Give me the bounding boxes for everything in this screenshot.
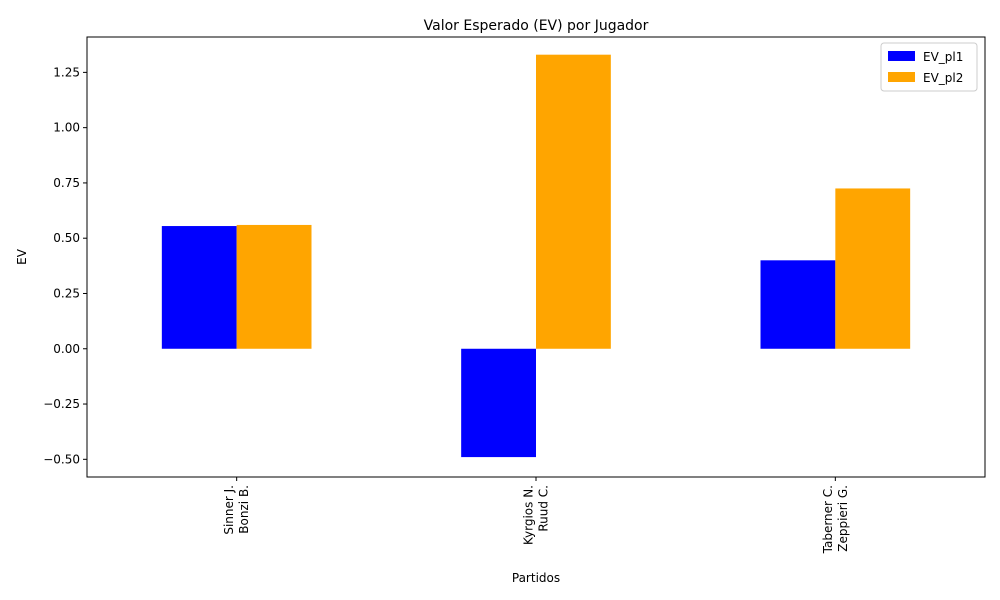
chart-title: Valor Esperado (EV) por Jugador (424, 18, 649, 34)
bars-layer (161, 54, 911, 458)
x-axis-title: Partidos (512, 571, 560, 585)
bar-EV_pl2-1 (536, 54, 611, 349)
bar-EV_pl2-0 (236, 224, 312, 349)
bar-EV_pl2-2 (835, 188, 911, 349)
x-tick-label-line: Bonzi B. (237, 485, 251, 534)
x-tick-label-line: Kyrgios N. (522, 485, 536, 545)
x-tick-label-line: Taberner C. (821, 485, 835, 554)
y-tick-label: 0.50 (53, 231, 80, 245)
bar-EV_pl1-0 (161, 226, 237, 349)
x-tick-label: Kyrgios N.Ruud C. (522, 485, 551, 545)
x-tick-label-line: Zeppieri G. (836, 485, 850, 552)
legend-label-EV_pl1: EV_pl1 (923, 50, 963, 64)
bar-EV_pl1-1 (461, 348, 536, 458)
y-tick-label: 0.00 (53, 342, 80, 356)
x-tick-label: Sinner J.Bonzi B. (222, 485, 251, 535)
x-tick-label-line: Sinner J. (222, 485, 236, 535)
x-tick-label-line: Ruud C. (537, 485, 551, 532)
plot-frame (86, 36, 986, 478)
y-axis-title: EV (15, 248, 29, 265)
y-tick-label: −0.50 (43, 452, 80, 466)
legend: EV_pl1 EV_pl2 (880, 42, 978, 92)
y-axis: −0.50 −0.25 0.00 0.25 0.50 0.75 1.00 1.25 (43, 65, 87, 466)
x-tick-label: Taberner C.Zeppieri G. (821, 485, 850, 554)
x-axis: Sinner J.Bonzi B. Kyrgios N.Ruud C. Tabern… (222, 477, 850, 554)
legend-label-EV_pl2: EV_pl2 (923, 71, 963, 85)
y-tick-label: 0.25 (53, 286, 80, 300)
y-tick-label: 1.00 (53, 121, 80, 135)
bar-EV_pl1-2 (760, 260, 836, 349)
y-tick-label: 1.25 (53, 65, 80, 79)
y-tick-label: −0.25 (43, 397, 80, 411)
y-tick-label: 0.75 (53, 176, 80, 190)
legend-swatch-EV_pl2 (888, 72, 915, 82)
legend-swatch-EV_pl1 (888, 51, 915, 61)
